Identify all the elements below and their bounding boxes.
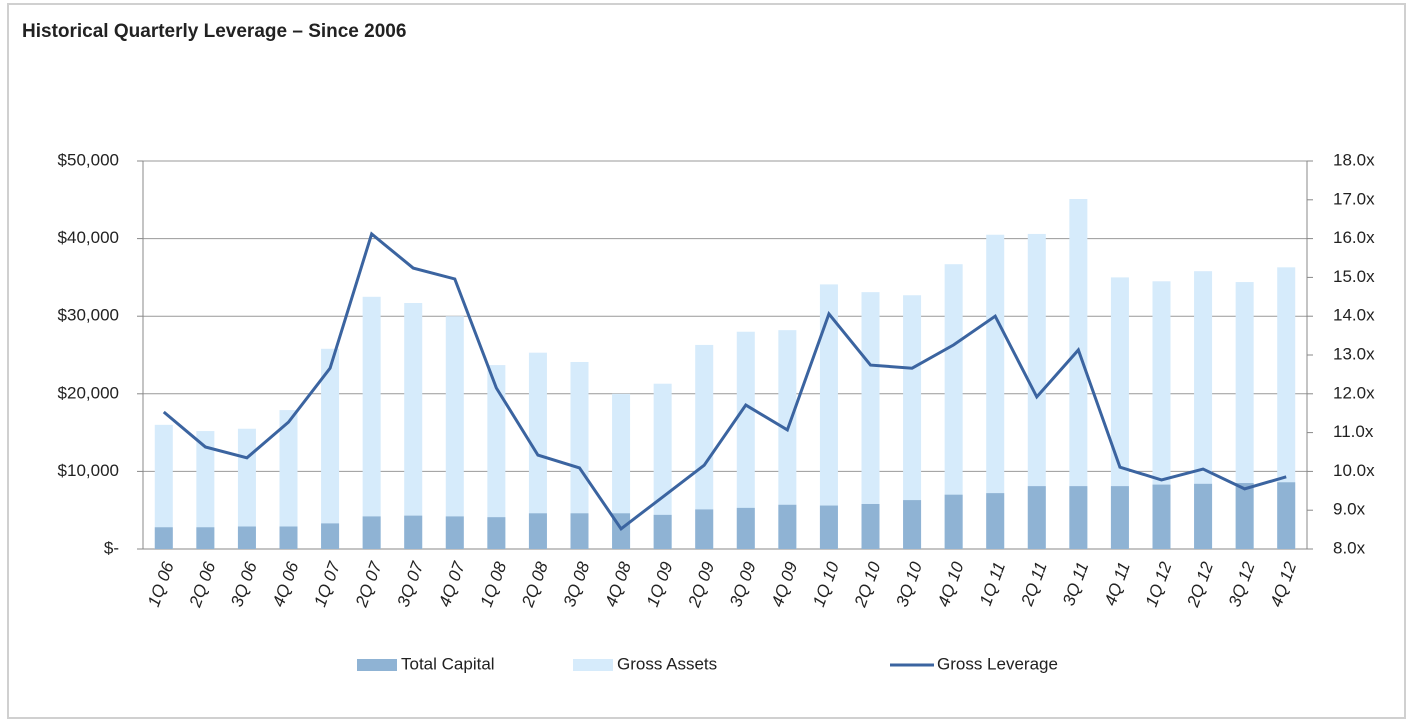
bar (1069, 199, 1088, 550)
bar (570, 361, 589, 549)
bar (861, 503, 880, 549)
bar (154, 527, 173, 549)
bar (778, 330, 797, 549)
bar (279, 410, 298, 549)
y-tick-label: $20,000 (58, 383, 119, 402)
y2-tick-label: 10.0x (1333, 461, 1375, 480)
bar (362, 516, 381, 549)
y-tick-label: $40,000 (58, 228, 119, 247)
bar (1194, 483, 1213, 549)
bar (321, 523, 340, 549)
bar (404, 303, 423, 549)
y2-tick-label: 15.0x (1333, 267, 1375, 286)
bar (1069, 486, 1088, 549)
bar (1277, 482, 1296, 549)
bar (695, 344, 714, 549)
y2-tick-label: 8.0x (1333, 538, 1366, 557)
bar (1027, 486, 1046, 549)
bar (1152, 281, 1171, 549)
bar (1152, 484, 1171, 549)
bar (903, 295, 922, 549)
bar (944, 494, 963, 549)
y2-tick-label: 14.0x (1333, 306, 1375, 325)
bar (445, 516, 464, 549)
bar (653, 383, 672, 549)
y2-tick-label: 17.0x (1333, 189, 1375, 208)
bar (986, 493, 1005, 549)
y2-tick-label: 11.0x (1333, 422, 1374, 441)
line (162, 231, 1287, 531)
y2-tick-label: 18.0x (1333, 150, 1375, 169)
bar (944, 264, 963, 549)
bar (903, 500, 922, 549)
bar (1235, 483, 1254, 549)
bar (1027, 233, 1046, 549)
bar (237, 428, 256, 549)
legend-swatch (573, 659, 613, 671)
y2-tick-label: 16.0x (1333, 228, 1375, 247)
bar (1110, 486, 1129, 549)
y-tick-label: $50,000 (58, 150, 119, 169)
bar (528, 352, 547, 549)
bar (736, 331, 755, 549)
y-tick-label: $10,000 (58, 461, 119, 480)
bar (570, 513, 589, 549)
bar (237, 526, 256, 549)
chart-title: Historical Quarterly Leverage – Since 20… (22, 21, 406, 42)
y-tick-label: $30,000 (58, 306, 119, 325)
bar (653, 514, 672, 549)
bar (196, 431, 215, 549)
legend-label: Gross Assets (617, 654, 717, 673)
bar (1235, 282, 1254, 549)
bar (861, 292, 880, 549)
bar (736, 507, 755, 549)
bar (528, 513, 547, 549)
bar (778, 504, 797, 549)
bar (404, 515, 423, 549)
bar (445, 316, 464, 549)
bar (196, 527, 215, 549)
bar (819, 284, 838, 549)
legend-label: Total Capital (401, 654, 495, 673)
y2-tick-label: 12.0x (1333, 383, 1375, 402)
bar (695, 509, 714, 549)
y-tick-label: $- (104, 538, 119, 557)
bar (487, 365, 506, 549)
bar (1110, 277, 1129, 549)
bar (362, 296, 381, 549)
bar (819, 505, 838, 549)
bar (1194, 271, 1213, 549)
y2-tick-label: 13.0x (1333, 344, 1375, 363)
bar (321, 348, 340, 549)
y2-tick-label: 9.0x (1333, 500, 1366, 519)
bar (154, 424, 173, 549)
bar (487, 517, 506, 549)
legend-label: Gross Leverage (937, 654, 1058, 673)
bar (279, 526, 298, 549)
bar (612, 393, 631, 549)
legend-swatch (357, 659, 397, 671)
bar (986, 234, 1005, 549)
